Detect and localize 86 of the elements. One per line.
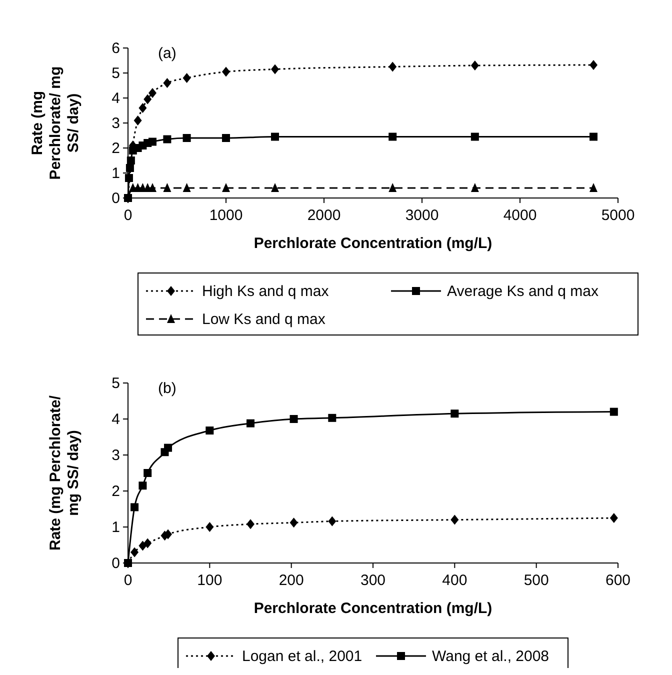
point (470, 183, 479, 192)
point (222, 134, 230, 142)
y-axis-title: Rate (mg Perchlorate/ mg SS/ day) (29, 66, 82, 180)
point (163, 78, 172, 88)
point (450, 514, 459, 525)
point (222, 66, 230, 77)
point (182, 134, 191, 142)
x-tick-label: 500 (524, 572, 549, 589)
y-tick-label: 3 (112, 115, 120, 132)
point (130, 547, 139, 558)
point (126, 156, 135, 164)
point (271, 132, 279, 141)
point (590, 60, 598, 70)
point (182, 183, 191, 192)
point (164, 529, 172, 540)
legend-label: Wang et al., 2008 (432, 648, 550, 665)
x-tick-label: 5000 (601, 207, 635, 224)
y-tick-label: 1 (112, 519, 120, 536)
point (290, 415, 298, 423)
x-tick-label: 1000 (209, 207, 243, 224)
point (388, 132, 397, 141)
point (222, 183, 230, 192)
point (246, 519, 254, 530)
y-tick-label: 4 (112, 411, 120, 428)
y-tick-label: 2 (112, 483, 120, 500)
annotation: (b) (158, 380, 176, 397)
legend-label: Low Ks and q max (202, 311, 326, 328)
point (130, 503, 139, 512)
point (590, 183, 598, 192)
point (290, 518, 298, 528)
y-tick-label: 6 (112, 40, 120, 57)
y-tick-label: 0 (112, 555, 120, 572)
point (610, 408, 618, 416)
point (388, 62, 397, 72)
legend-label: Logan et al., 2001 (242, 648, 362, 665)
point (138, 103, 147, 113)
point (124, 174, 133, 182)
point (328, 414, 336, 422)
x-tick-label: 3000 (405, 207, 439, 224)
x-tick-label: 400 (442, 572, 468, 589)
x-tick-label: 4000 (503, 207, 537, 224)
x-tick-label: 200 (278, 572, 304, 589)
y-tick-label: 5 (112, 65, 120, 82)
point (450, 410, 459, 418)
x-tick-label: 600 (605, 572, 631, 589)
point (470, 60, 479, 70)
point (134, 116, 142, 126)
x-tick-label: 0 (124, 207, 132, 224)
legend-label: Average Ks and q max (447, 283, 599, 300)
y-tick-label: 5 (112, 375, 120, 392)
y-tick-label: 1 (112, 165, 120, 182)
point (164, 444, 172, 452)
point (138, 482, 147, 490)
point (328, 516, 336, 526)
x-axis-title: Perchlorate Concentration (mg/L) (254, 600, 492, 617)
y-axis-title: Rate (mg Perchlorate/ mg SS/ day) (47, 394, 82, 551)
point (126, 164, 134, 172)
y-tick-label: 0 (112, 190, 120, 207)
point (610, 513, 618, 523)
point (590, 132, 598, 141)
point (148, 138, 156, 146)
point (144, 469, 152, 477)
x-tick-label: 100 (197, 572, 222, 589)
point (246, 419, 254, 428)
point (206, 426, 214, 435)
point (144, 94, 152, 104)
point (470, 132, 479, 141)
point (206, 522, 214, 532)
x-axis-title: Perchlorate Concentration (mg/L) (254, 235, 492, 252)
point (271, 183, 279, 192)
x-tick-label: 300 (360, 572, 386, 589)
annotation: (a) (158, 45, 176, 62)
point (271, 64, 279, 74)
point (138, 540, 147, 551)
y-tick-label: 2 (112, 140, 120, 157)
point (182, 73, 191, 83)
point (163, 135, 172, 144)
point (388, 183, 397, 192)
point (163, 183, 172, 192)
x-tick-label: 0 (124, 572, 132, 589)
y-tick-label: 4 (112, 90, 120, 107)
legend-label: High Ks and q max (202, 283, 330, 300)
y-tick-label: 3 (112, 447, 120, 464)
point (148, 88, 156, 98)
x-tick-label: 2000 (307, 207, 341, 224)
point (144, 538, 152, 548)
